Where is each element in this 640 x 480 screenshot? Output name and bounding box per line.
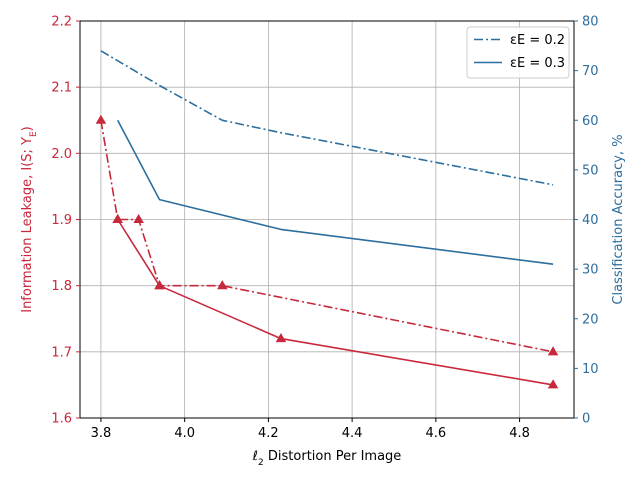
y-left-tick-label: 1.6 bbox=[51, 412, 72, 427]
accuracy-line-dashdot bbox=[100, 50, 554, 186]
y-left-tick-label: 2.0 bbox=[51, 147, 72, 162]
y-right-axis-title: Classification Accuracy, % bbox=[611, 134, 626, 304]
leakage-point-marker bbox=[547, 379, 559, 389]
x-tick-label: 4.0 bbox=[174, 426, 195, 441]
leakage-point-marker bbox=[95, 114, 107, 124]
leakage-point-marker bbox=[112, 213, 123, 224]
leakage-point-marker bbox=[217, 280, 228, 290]
legend-label-dashdot: εE = 0.2 bbox=[510, 33, 565, 48]
x-tick-label: 4.8 bbox=[509, 426, 530, 441]
y-left-tick-label: 1.9 bbox=[51, 213, 72, 228]
leakage-point-marker bbox=[547, 346, 559, 356]
y-right-tick-label: 60 bbox=[582, 114, 599, 129]
y-right-tick-label: 70 bbox=[582, 64, 599, 79]
x-tick-label: 4.2 bbox=[258, 426, 279, 441]
legend: εE = 0.2 εE = 0.3 bbox=[466, 26, 570, 79]
accuracy-line-solid bbox=[116, 119, 554, 265]
y-right-tick-label: 20 bbox=[582, 312, 599, 327]
leakage-point-marker bbox=[133, 213, 144, 224]
legend-label-solid: εE = 0.3 bbox=[510, 56, 565, 71]
y-left-axis-title: Information Leakage, I(S; YE) bbox=[20, 126, 39, 313]
leakage-point-marker bbox=[154, 280, 165, 290]
grid bbox=[80, 20, 574, 419]
x-tick-label: 4.6 bbox=[426, 426, 447, 441]
series-layer bbox=[95, 50, 559, 389]
y-right-tick-label: 30 bbox=[582, 263, 599, 278]
y-right-tick-label: 0 bbox=[582, 412, 590, 427]
y-left-tick-label: 1.8 bbox=[51, 279, 72, 294]
leakage-line-solid bbox=[117, 219, 554, 386]
y-right-tick-label: 50 bbox=[582, 163, 599, 178]
x-tick-label: 4.4 bbox=[342, 426, 363, 441]
y-left-tick-label: 2.1 bbox=[51, 81, 72, 96]
y-left-tick-label: 2.2 bbox=[51, 15, 72, 30]
y-left-tick-label: 1.7 bbox=[51, 345, 72, 360]
ticks-layer: 3.8 4.0 4.2 4.4 4.6 4.8 1.6 1.7 1.8 1.9 2.0 2.1 2.2 0… bbox=[51, 15, 598, 442]
y-right-tick-label: 10 bbox=[582, 362, 599, 377]
leakage-line-dashdot bbox=[100, 120, 554, 353]
x-axis-title: ℓ2 Distortion Per Image bbox=[252, 449, 402, 468]
x-tick-label: 3.8 bbox=[91, 426, 112, 441]
leakage-point-marker bbox=[275, 332, 287, 343]
y-right-tick-label: 80 bbox=[582, 15, 599, 30]
y-right-tick-label: 40 bbox=[582, 213, 599, 228]
